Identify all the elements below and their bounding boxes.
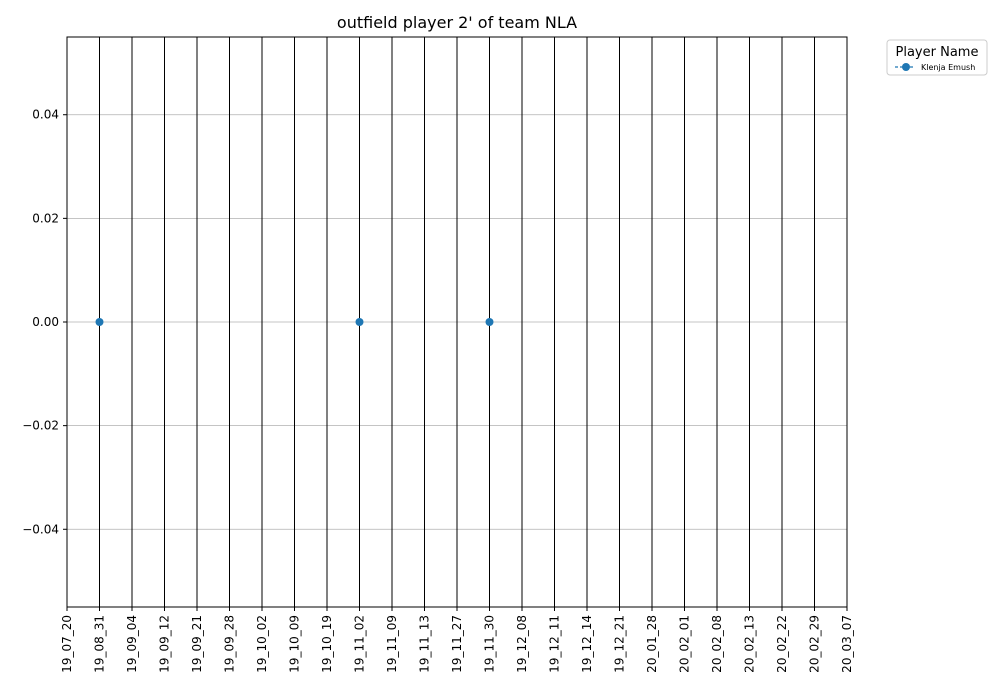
y-tick-label: −0.04: [22, 522, 59, 536]
y-tick-label: 0.00: [32, 315, 59, 329]
y-tick-label: 0.02: [32, 211, 59, 225]
x-tick-label: 19_09_21: [190, 615, 204, 673]
x-tick-label: 20_02_22: [775, 615, 789, 673]
x-tick-label: 19_11_09: [385, 615, 399, 673]
chart-title: outfield player 2' of team NLA: [337, 13, 577, 32]
x-tick-label: 19_09_28: [223, 615, 237, 673]
x-tick-label: 19_11_13: [418, 615, 432, 673]
x-tick-label: 20_03_07: [840, 615, 854, 673]
y-tick-label: 0.04: [32, 108, 59, 122]
y-tick-label: −0.02: [22, 419, 59, 433]
legend-title: Player Name: [896, 45, 979, 60]
x-tick-label: 20_02_01: [678, 615, 692, 673]
x-axis: 19_07_20 19_08_31 19_09_04 19_09_12 19_09_21…: [60, 607, 854, 673]
x-tick-label: 20_02_13: [743, 615, 757, 673]
x-tick-label: 20_01_28: [645, 615, 659, 673]
series-layer: [95, 318, 494, 326]
x-tick-label: 19_11_30: [483, 615, 497, 673]
x-tick-label: 19_08_31: [93, 615, 107, 673]
x-tick-label: 20_02_08: [710, 615, 724, 673]
legend-box: [886, 39, 988, 76]
legend-entries: Klenja Emush: [895, 63, 975, 72]
x-tick-label: 19_12_11: [548, 615, 562, 673]
x-tick-label: 19_11_02: [353, 615, 367, 673]
data-point: [355, 318, 364, 326]
x-tick-label: 19_11_27: [450, 615, 464, 673]
legend-marker: [902, 63, 910, 71]
x-tick-label: 19_12_21: [613, 615, 627, 673]
legend-entry-label: Klenja Emush: [921, 63, 975, 72]
x-tick-label: 19_10_02: [255, 615, 269, 673]
legend: Player Name Klenja Emush: [886, 39, 988, 76]
x-tick-label: 19_10_19: [320, 615, 334, 673]
data-point: [95, 318, 104, 326]
x-tick-label: 19_12_14: [580, 615, 594, 673]
x-tick-label: 19_09_12: [158, 615, 172, 673]
x-tick-label: 19_12_08: [515, 615, 529, 673]
x-tick-label: 19_09_04: [125, 615, 139, 673]
x-tick-label: 19_10_09: [288, 615, 302, 673]
y-axis: −0.04 −0.02 0.00 0.02 0.04: [22, 108, 67, 536]
data-point: [485, 318, 494, 326]
x-tick-label: 19_07_20: [60, 615, 74, 673]
x-tick-label: 20_02_29: [808, 615, 822, 673]
